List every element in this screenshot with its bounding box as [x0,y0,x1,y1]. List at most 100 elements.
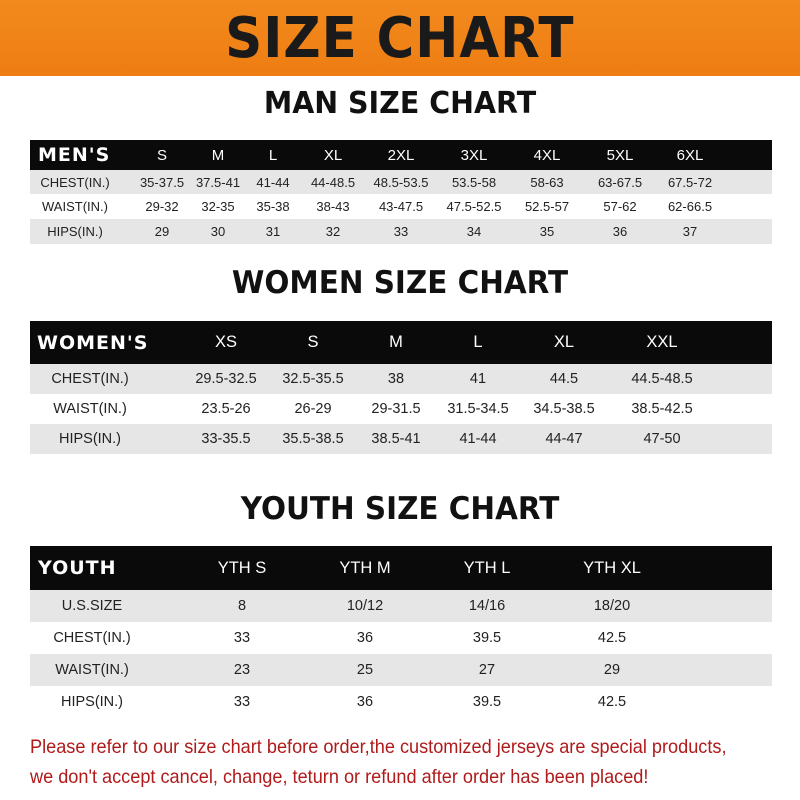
measurement-value: 44-47 [545,431,583,447]
measurement-value: 27 [478,662,496,678]
measurement-value: 58-63 [530,174,564,190]
size-column-header: XS [214,333,238,351]
measurement-value: 52.5-57 [524,199,570,214]
size-column-header: 2XL [387,146,415,164]
measurement-value: 47.5-52.5 [446,199,502,214]
measurement-value: 29 [603,662,621,678]
size-column-header: YTH L [463,558,511,577]
measurement-value: 10/12 [346,598,384,614]
table-header-row: YOUTH YTH S YTH M YTH L YTH XL [30,546,772,590]
measurement-value: 31.5-34.5 [447,401,509,417]
table-header-label: YOUTH [38,557,117,579]
measurement-value: 36 [356,630,374,646]
measurement-value: 38-43 [316,199,350,214]
size-column-header: L [473,333,483,351]
table-row: CHEST(IN.) 35-37.5 37.5-41 41-44 44-48.5 48.5… [30,170,772,194]
measurement-label: U.S.SIZE [61,598,123,614]
table-row: HIPS(IN.) 29 30 31 32 33 34 35 36 37 [30,219,772,244]
size-column-header: XL [553,333,575,351]
banner-title: SIZE CHART [225,5,575,71]
size-column-header: XXL [646,333,678,351]
size-column-header: M [211,146,225,164]
measurement-value: 29.5-32.5 [195,371,257,387]
notice-line-1: Please refer to our size chart before or… [30,736,727,758]
women-size-table: WOMEN'S XS S M L XL XXL CHEST(IN.) 29.5-32.5 32.5… [30,321,772,454]
women-chart-title: WOMEN SIZE CHART [231,265,569,301]
measurement-value: 33 [233,630,251,646]
measurement-value: 33 [393,224,409,239]
size-column-header: 6XL [676,146,704,164]
measurement-value: 41-44 [459,431,497,447]
measurement-value: 8 [237,598,247,614]
measurement-value: 29-31.5 [371,401,421,417]
table-row: U.S.SIZE 8 10/12 14/16 18/20 [30,590,772,622]
man-chart-title: MAN SIZE CHART [263,86,537,121]
size-column-header: YTH S [217,558,267,577]
table-row: CHEST(IN.) 29.5-32.5 32.5-35.5 38 41 44.5 44.5… [30,364,772,394]
table-header-label: MEN'S [38,144,111,166]
man-size-table: MEN'S S M L XL 2XL 3XL 4XL 5XL 6XL CHEST(IN.) 35-37… [30,140,772,244]
measurement-value: 44.5 [549,371,579,387]
measurement-label: HIPS(IN.) [58,431,122,447]
size-column-header: 3XL [460,146,488,164]
measurement-value: 53.5-58 [451,174,497,190]
measurement-value: 41 [469,371,487,387]
measurement-value: 18/20 [593,598,631,614]
measurement-value: 26-29 [294,401,332,417]
measurement-value: 43-47.5 [378,199,424,214]
size-column-header: YTH M [339,558,391,577]
measurement-label: CHEST(IN.) [40,174,110,190]
youth-chart-title: YOUTH SIZE CHART [240,491,560,527]
youth-size-table: YOUTH YTH S YTH M YTH L YTH XL U.S.SIZE 8 10/12… [30,546,772,718]
measurement-value: 48.5-53.5 [373,174,429,190]
measurement-value: 31 [265,224,281,239]
measurement-value: 39.5 [472,694,502,710]
measurement-value: 35-37.5 [139,174,185,190]
measurement-value: 34.5-38.5 [533,401,595,417]
size-column-header: M [389,333,403,351]
table-row: WAIST(IN.) 23.5-26 26-29 29-31.5 31.5-34.5 34… [30,394,772,424]
measurement-value: 42.5 [597,694,627,710]
measurement-label: WAIST(IN.) [55,662,129,678]
measurement-label: WAIST(IN.) [42,199,108,214]
table-row: CHEST(IN.) 33 36 39.5 42.5 [30,622,772,654]
size-column-header: 4XL [533,146,561,164]
measurement-value: 37.5-41 [195,174,241,190]
measurement-value: 38.5-41 [371,431,421,447]
size-chart-banner: SIZE CHART [0,0,800,76]
measurement-value: 33 [233,694,251,710]
size-column-header: S [307,333,319,351]
order-notice: Please refer to our size chart before or… [30,732,737,792]
measurement-label: HIPS(IN.) [60,694,124,710]
table-header-row: WOMEN'S XS S M L XL XXL [30,321,772,364]
measurement-value: 38.5-42.5 [631,401,693,417]
measurement-value: 35 [539,224,555,239]
measurement-value: 23.5-26 [201,401,251,417]
table-header-row: MEN'S S M L XL 2XL 3XL 4XL 5XL 6XL [30,140,772,170]
measurement-value: 39.5 [472,630,502,646]
measurement-value: 23 [233,662,251,678]
measurement-value: 47-50 [643,431,681,447]
notice-line-2: we don't accept cancel, change, teturn o… [30,766,649,788]
measurement-label: HIPS(IN.) [47,224,103,239]
size-column-header: YTH XL [583,558,641,577]
measurement-value: 35-38 [256,199,290,214]
size-column-header: L [268,146,278,164]
measurement-value: 38 [387,371,405,387]
measurement-value: 36 [612,224,628,239]
table-row: WAIST(IN.) 29-32 32-35 35-38 38-43 43-47.5 47.… [30,194,772,219]
measurement-value: 34 [466,224,482,239]
measurement-value: 29-32 [145,199,179,214]
measurement-value: 36 [356,694,374,710]
measurement-label: CHEST(IN.) [53,630,131,646]
measurement-value: 30 [210,224,226,239]
measurement-value: 67.5-72 [667,174,713,190]
measurement-value: 25 [356,662,374,678]
measurement-value: 29 [154,224,170,239]
measurement-value: 35.5-38.5 [282,431,344,447]
measurement-value: 32-35 [201,199,235,214]
size-column-header: S [156,146,168,164]
measurement-value: 14/16 [468,598,506,614]
measurement-value: 42.5 [597,630,627,646]
measurement-value: 41-44 [256,174,290,190]
